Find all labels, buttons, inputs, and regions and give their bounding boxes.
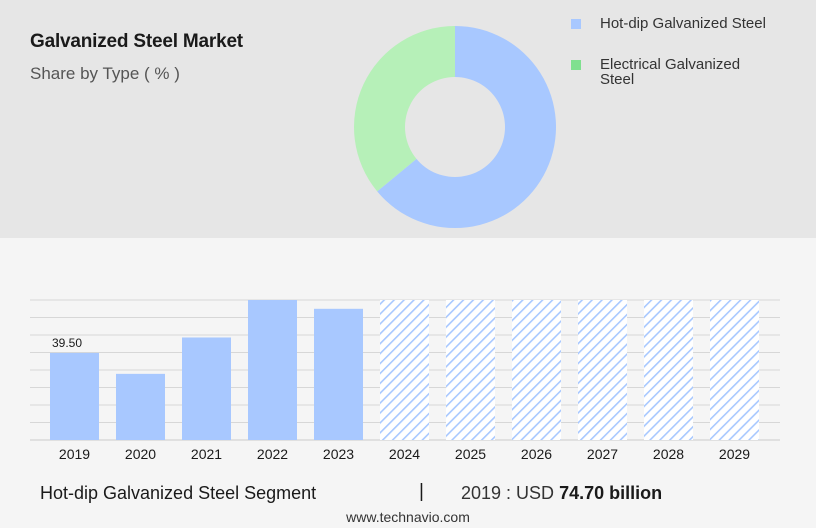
donut-chart (353, 25, 556, 229)
bar-2019 (50, 352, 99, 440)
donut-slice-hot-dip (377, 26, 556, 229)
forecast-bar-2026 (512, 300, 561, 440)
chart-subtitle: Share by Type ( % ) (30, 64, 180, 83)
legend-label-electrical-line1: Electrical Galvanized (600, 56, 741, 73)
legend-swatch-hot-dip (571, 19, 581, 29)
bar-2023 (314, 308, 363, 440)
x-tick-2028: 2028 (653, 446, 684, 462)
x-tick-2025: 2025 (455, 446, 486, 462)
watermark: www.technavio.com (346, 509, 470, 525)
x-tick-2020: 2020 (125, 446, 156, 462)
x-tick-2029: 2029 (719, 446, 750, 462)
bar-marks (50, 300, 759, 440)
footer-segment: Hot-dip Galvanized Steel Segment (40, 483, 317, 503)
footer-value: 2019 : USD 74.70 billion (461, 483, 662, 504)
bar-2021 (182, 337, 231, 440)
footer-value-amount: 74.70 billion (559, 483, 663, 503)
forecast-bar-2024 (380, 300, 429, 440)
x-tick-2019: 2019 (59, 446, 90, 462)
x-tick-labels: 2019 2020 2021 2022 2023 2024 2025 2026 2027 2028… (59, 446, 750, 462)
legend-swatch-electrical (571, 60, 581, 70)
bar-value-label-2019: 39.50 (52, 336, 82, 350)
x-tick-2024: 2024 (389, 446, 420, 462)
legend-label-hot-dip: Hot-dip Galvanized Steel (600, 15, 766, 32)
x-tick-2026: 2026 (521, 446, 552, 462)
footer-separator: | (419, 481, 424, 502)
bar-2022 (248, 300, 297, 440)
x-tick-2023: 2023 (323, 446, 354, 462)
donut-slice-electrical (353, 25, 455, 192)
chart-title: Galvanized Steel Market (30, 31, 243, 52)
footer-year-prefix: 2019 : USD (461, 483, 555, 503)
bar-2020 (116, 373, 165, 440)
legend-label-electrical-line2: Steel (600, 71, 635, 88)
forecast-bar-2025 (446, 300, 495, 440)
forecast-bar-2028 (644, 300, 693, 440)
x-tick-2022: 2022 (257, 446, 288, 462)
forecast-bar-2027 (578, 300, 627, 440)
x-tick-2021: 2021 (191, 446, 222, 462)
x-tick-2027: 2027 (587, 446, 618, 462)
forecast-bar-2029 (710, 300, 759, 440)
